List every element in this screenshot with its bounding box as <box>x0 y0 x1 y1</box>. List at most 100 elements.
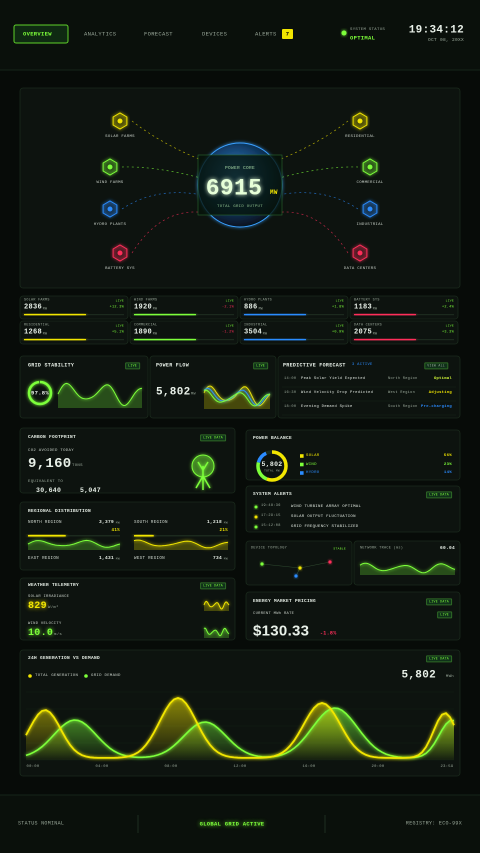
live-badge: LIVE DATA <box>200 582 226 590</box>
alert-time: 17:29:15 <box>261 514 281 519</box>
flow-line <box>131 211 201 254</box>
stat-value: 2836 <box>24 303 43 312</box>
panel-title: GRID STABILITY <box>28 362 75 369</box>
alert-dot <box>254 525 258 529</box>
live-badge: LIVE <box>253 362 268 370</box>
forecast-time: 18:00 <box>284 405 297 410</box>
metric-name: SOLAR IRRADIANCE <box>28 595 70 600</box>
gauge-arc <box>27 380 53 406</box>
panel <box>245 540 353 586</box>
x-label: 00:00 <box>26 765 40 770</box>
nav-tab[interactable]: ALERTS <box>255 30 277 38</box>
panel-title: DEVICE TOPOLOGY <box>251 546 288 551</box>
generation-value: 5,802 <box>401 669 436 682</box>
panel-title: WEATHER TELEMETRY <box>28 582 80 588</box>
node-glyph <box>117 118 123 124</box>
live-badge: LIVE <box>335 299 344 303</box>
alert-dot <box>254 505 258 509</box>
stat-name: WIND FARMS <box>134 298 158 303</box>
core-title: POWER CORE <box>224 165 256 171</box>
node-label: RESIDENTIAL <box>345 135 375 139</box>
live-badge: LIVE DATA <box>426 491 452 499</box>
metric-unit: W/m² <box>48 606 59 610</box>
nav-tab[interactable]: OVERVIEW <box>23 30 52 38</box>
panel <box>149 355 277 419</box>
donut-total: 5,802 <box>261 460 283 468</box>
nav-tab[interactable]: ANALYTICS <box>84 30 117 38</box>
node-glyph <box>107 164 113 170</box>
stat-unit: MW <box>372 306 378 311</box>
flow-value: 5,802 <box>156 386 191 399</box>
stat-value: 2075 <box>354 328 373 337</box>
stat-value: 886 <box>244 303 258 312</box>
nav-tab[interactable]: FORECAST <box>144 30 173 38</box>
stat-bar <box>244 314 306 316</box>
panel <box>129 320 239 345</box>
stat-bar <box>134 314 196 316</box>
forecast-status: Optimal <box>433 377 452 382</box>
x-label: 23:59 <box>440 765 454 770</box>
panel <box>19 320 129 345</box>
legend-label: WIND <box>306 462 317 467</box>
wave-line <box>133 539 229 549</box>
panel <box>19 295 129 320</box>
donut-total-label: TOTAL MW <box>264 469 280 473</box>
gauge-label: 97.8% <box>30 389 50 397</box>
legend-swatch <box>300 462 304 467</box>
generation-line <box>25 697 455 759</box>
legend-dot <box>84 674 88 678</box>
date: OCT 08, 20XX <box>427 37 464 43</box>
panel <box>245 591 461 641</box>
region-unit: MW <box>223 557 228 561</box>
topology-node <box>294 574 298 578</box>
node-label: DATA CENTERS <box>343 267 377 271</box>
generation-unit: MWh <box>445 675 454 679</box>
live-badge: LIVE <box>115 324 124 328</box>
region-share: 21% <box>219 528 228 533</box>
live-badge: LIVE <box>445 324 454 328</box>
alert-text: WIND TURBINE ARRAY OPTIMAL <box>291 505 362 509</box>
panel <box>349 320 459 345</box>
stat-name: COMMERCIAL <box>134 323 158 328</box>
stat-value: 1890 <box>134 328 153 337</box>
nav-bar <box>0 0 480 70</box>
region-unit: MW <box>115 521 120 525</box>
donut-segment <box>256 450 288 482</box>
region-unit: MW <box>223 521 228 525</box>
legend-dot <box>28 674 32 678</box>
forecast-event: Evening Demand Spike <box>301 405 353 410</box>
metric-value: 10.0 <box>28 628 54 639</box>
x-label: 12:00 <box>233 765 247 770</box>
stat-change: +3.3% <box>441 330 454 335</box>
carbon-value: 9,160 <box>28 456 72 472</box>
view-all[interactable]: VIEW ALL <box>424 362 448 370</box>
alert-text: GRID FREQUENCY STABILIZED <box>291 525 359 529</box>
flow-line <box>131 120 201 160</box>
share-track <box>28 535 120 537</box>
market-change: -1.8% <box>320 630 337 637</box>
node-glyph <box>117 250 123 256</box>
panel-title: 24H GENERATION VS DEMAND <box>28 655 101 661</box>
stat-change: -1.2% <box>221 330 234 335</box>
wave-line <box>203 389 271 407</box>
legend-label: SOLAR <box>306 454 320 458</box>
live-badge: LIVE DATA <box>426 655 452 663</box>
forecast-region: South Region <box>388 405 418 410</box>
share-track <box>134 535 228 537</box>
stat-value: 1268 <box>24 328 43 337</box>
alert-count: 7 <box>285 30 290 38</box>
node-label: WIND FARMS <box>96 181 124 185</box>
footer-bar <box>0 795 480 853</box>
legend-label: HYDRO <box>306 471 320 475</box>
footer-center: GLOBAL GRID ACTIVE <box>199 820 265 828</box>
live-badge: LIVE <box>225 299 234 303</box>
nav-tab[interactable]: DEVICES <box>202 30 228 38</box>
node-label: INDUSTRIAL <box>356 223 384 227</box>
core-unit: MW <box>270 189 278 196</box>
stat-bar <box>134 339 196 341</box>
metric-value: 829 <box>28 601 47 612</box>
wave-line <box>359 562 456 574</box>
alert-time: 19:48:36 <box>261 504 281 509</box>
stat-change: -2.1% <box>221 305 234 310</box>
node-glyph <box>107 206 113 212</box>
